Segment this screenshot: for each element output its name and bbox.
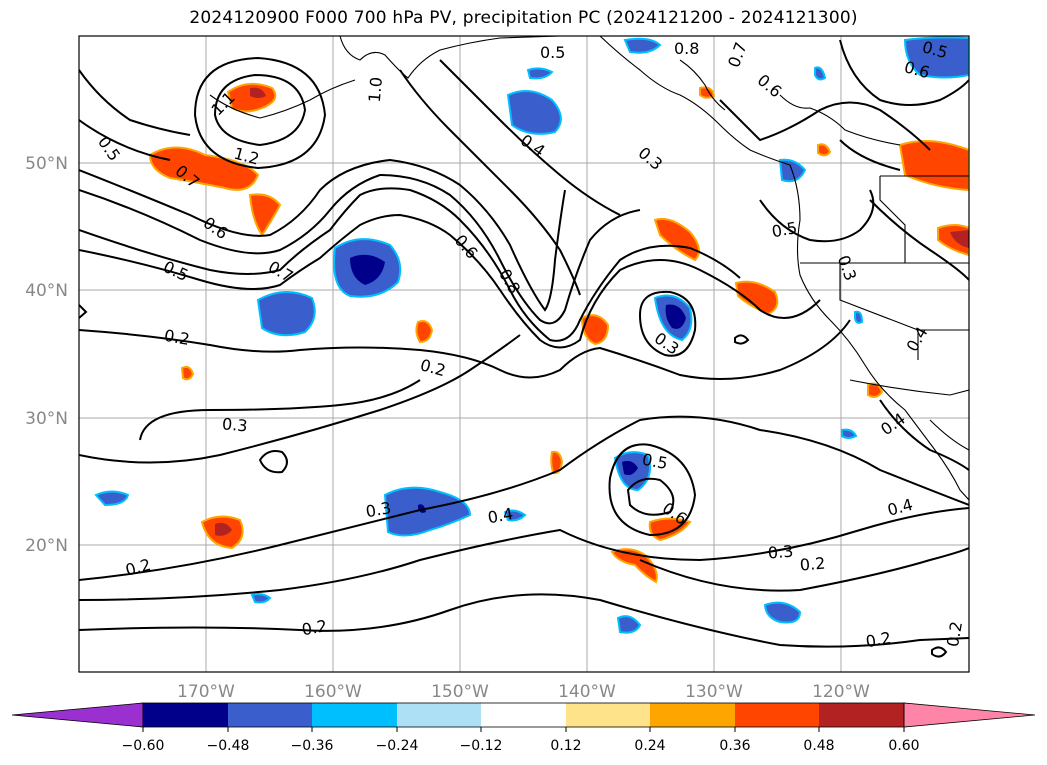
colorbar-swatch — [650, 703, 735, 727]
latitude-labels: 50°N 40°N 30°N 20°N — [25, 154, 68, 556]
lat-tick-label: 20°N — [25, 536, 68, 556]
longitude-labels: 170°W 160°W 150°W 140°W 130°W 120°W — [177, 682, 870, 702]
colorbar-swatch — [819, 703, 904, 727]
colorbar-tick-label: 0.48 — [803, 738, 834, 754]
contour-label: 0.2 — [799, 554, 826, 575]
contour-label: 0.3 — [221, 414, 248, 435]
lon-tick-label: 140°W — [558, 682, 616, 702]
contour-label: 0.4 — [486, 504, 514, 527]
colorbar-tick-label: 0.36 — [719, 738, 750, 754]
precip-positive — [148, 82, 969, 584]
map-title: 2024120900 F000 700 hPa PV, precipitatio… — [189, 8, 858, 28]
contour-label: 0.3 — [364, 498, 392, 521]
lon-tick-label: 130°W — [685, 682, 743, 702]
pv-contours — [79, 39, 969, 658]
lon-tick-label: 120°W — [812, 682, 870, 702]
colorbar-extend-low — [11, 702, 144, 728]
contour-label: 0.3 — [767, 542, 794, 563]
lon-tick-label: 150°W — [431, 682, 489, 702]
map-frame — [78, 35, 970, 673]
colorbar-swatch — [566, 703, 650, 727]
colorbar-tick-label: 0.12 — [550, 738, 581, 754]
colorbar-tick-label: 0.60 — [888, 738, 919, 754]
precip-negative — [94, 36, 969, 634]
colorbar: −0.60 −0.48 −0.36 −0.24 −0.12 0.12 0.24 … — [11, 702, 1036, 754]
colorbar-swatch — [481, 703, 566, 727]
contour-label: 0.2 — [163, 326, 191, 349]
colorbar-tick-label: −0.12 — [460, 738, 503, 754]
colorbar-ticks — [142, 727, 905, 732]
contour-label: 1.0 — [365, 76, 386, 103]
contour-label: 0.5 — [641, 450, 669, 473]
contour-label: 0.2 — [943, 620, 966, 648]
contour-label: 0.2 — [300, 616, 328, 639]
colorbar-tick-label: −0.60 — [122, 738, 165, 754]
contour-label: 0.2 — [864, 628, 892, 651]
lat-tick-label: 30°N — [25, 409, 68, 429]
colorbar-swatch — [143, 703, 228, 727]
lon-tick-label: 160°W — [304, 682, 362, 702]
colorbar-tick-label: −0.36 — [291, 738, 334, 754]
contour-label: 0.5 — [540, 43, 565, 62]
lon-tick-label: 170°W — [177, 682, 235, 702]
colorbar-extend-high — [903, 702, 1036, 728]
contour-label: 0.8 — [674, 39, 699, 58]
colorbar-swatch — [735, 703, 819, 727]
lat-tick-label: 50°N — [25, 154, 68, 174]
colorbar-frame — [142, 702, 905, 728]
colorbar-tick-label: −0.48 — [207, 738, 250, 754]
colorbar-swatch — [397, 703, 481, 727]
contour-label: 0.5 — [770, 218, 798, 241]
lat-tick-label: 40°N — [25, 281, 68, 301]
map-panel: 0.5 0.8 0.7 0.6 1.0 1.1 1.2 0.5 0.7 0.6 … — [79, 36, 969, 672]
colorbar-tick-label: −0.24 — [376, 738, 419, 754]
colorbar-swatch — [228, 703, 312, 727]
coastlines — [209, 36, 969, 501]
colorbar-tick-label: 0.24 — [634, 738, 665, 754]
colorbar-swatch — [312, 703, 397, 727]
